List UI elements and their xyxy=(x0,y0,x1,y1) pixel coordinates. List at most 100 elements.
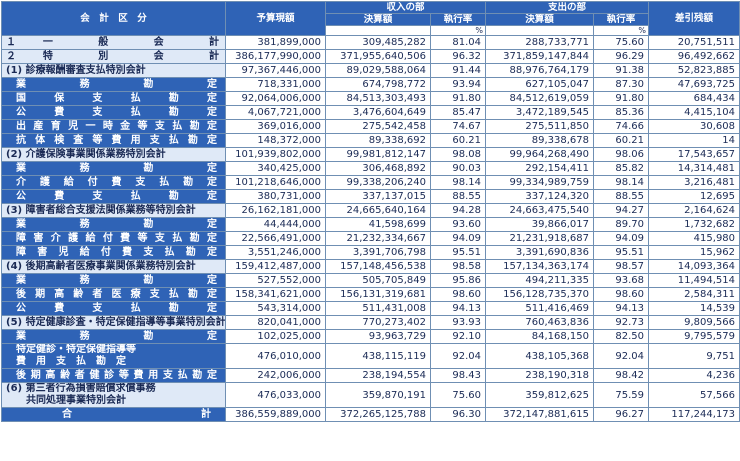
cell-out-rate: 98.42 xyxy=(593,368,650,383)
cell-in-amt: 3,391,706,798 xyxy=(325,245,431,260)
cell-budget: 102,025,000 xyxy=(225,329,326,344)
cell-in-rate: 81.04 xyxy=(429,35,487,50)
cell-balance: 12,695 xyxy=(648,189,740,204)
cell-balance: 14,093,364 xyxy=(648,259,740,274)
cell-balance: 17,543,657 xyxy=(648,147,740,162)
cell-out-amt: 156,128,735,370 xyxy=(485,287,595,302)
row-label: (4) 後期高齢者医療事業関係業務特別会計 xyxy=(1,259,226,274)
cell-in-rate: 98.60 xyxy=(429,287,487,302)
cell-out-rate: 88.55 xyxy=(593,189,650,204)
table-row: 公 費 支 払 勘 定 380,731,000 337,137,015 88.55 33… xyxy=(1,189,740,204)
cell-out-amt: 275,511,850 xyxy=(485,119,595,134)
cell-in-amt: 157,148,456,538 xyxy=(325,259,431,274)
table-row: 後期高齢者医療支払勘定 158,341,621,000 156,131,319,68… xyxy=(1,287,740,302)
table-row: 国 保 支 払 勘 定 92,064,006,000 84,513,303,493 9… xyxy=(1,91,740,106)
cell-out-rate: 75.60 xyxy=(593,35,650,50)
cell-in-amt: 770,273,402 xyxy=(325,315,431,330)
cell-balance: 30,608 xyxy=(648,119,740,134)
cell-in-rate: 94.13 xyxy=(429,301,487,316)
cell-out-rate: 85.82 xyxy=(593,161,650,176)
header-expense-group: 支出の部 xyxy=(485,1,650,14)
cell-in-rate: 92.10 xyxy=(429,329,487,344)
cell-balance: 11,494,514 xyxy=(648,273,740,288)
cell-balance: 2,584,311 xyxy=(648,287,740,302)
cell-budget: 369,016,000 xyxy=(225,119,326,134)
table-body: １ 一 般 会 計 381,899,000 309,485,282 81.04 288,… xyxy=(1,35,740,422)
table-row: 公 費 支 払 勘 定 543,314,000 511,431,008 94.13 51… xyxy=(1,301,740,316)
cell-in-amt: 674,798,772 xyxy=(325,77,431,92)
cell-in-amt: 309,485,282 xyxy=(325,35,431,50)
cell-in-amt: 99,338,206,240 xyxy=(325,175,431,190)
cell-out-rate: 74.66 xyxy=(593,119,650,134)
cell-in-rate: 96.32 xyxy=(429,49,487,64)
cell-in-rate: 94.09 xyxy=(429,231,487,246)
cell-out-rate: 98.60 xyxy=(593,287,650,302)
settlement-table: 会 計 区 分 予算現額 収入の部 支出の部 差引残額 決算額 執行率 決算額 … xyxy=(1,1,740,422)
cell-budget: 159,412,487,000 xyxy=(225,259,326,274)
table-row: 合 計 386,559,889,000 372,265,125,788 96.30 37… xyxy=(1,407,740,422)
cell-in-rate: 85.47 xyxy=(429,105,487,120)
cell-in-amt: 238,194,554 xyxy=(325,368,431,383)
cell-balance: 1,732,682 xyxy=(648,217,740,232)
cell-in-amt: 156,131,319,681 xyxy=(325,287,431,302)
cell-out-rate: 87.30 xyxy=(593,77,650,92)
cell-out-rate: 94.13 xyxy=(593,301,650,316)
cell-budget: 148,372,000 xyxy=(225,133,326,148)
income-pct-mark: % xyxy=(429,25,487,36)
cell-budget: 543,314,000 xyxy=(225,301,326,316)
cell-in-amt: 89,029,588,064 xyxy=(325,63,431,78)
row-label: 業 務 勘 定 xyxy=(1,329,226,344)
header-category: 会 計 区 分 xyxy=(1,1,226,36)
cell-out-amt: 3,391,690,836 xyxy=(485,245,595,260)
cell-out-amt: 288,733,771 xyxy=(485,35,595,50)
cell-budget: 476,033,000 xyxy=(225,382,326,408)
cell-out-rate: 98.06 xyxy=(593,147,650,162)
table-row: 抗体検査等費用支払勘定 148,372,000 89,338,692 60.21 89,… xyxy=(1,133,740,148)
cell-in-rate: 93.60 xyxy=(429,217,487,232)
table-row: 業 務 勘 定 102,025,000 93,963,729 92.10 84,168,… xyxy=(1,329,740,344)
cell-in-rate: 95.86 xyxy=(429,273,487,288)
cell-balance: 4,415,104 xyxy=(648,105,740,120)
table-row: 障害児給付費支払勘定 3,551,246,000 3,391,706,798 95.5… xyxy=(1,245,740,260)
cell-out-rate: 98.14 xyxy=(593,175,650,190)
cell-out-amt: 292,154,411 xyxy=(485,161,595,176)
cell-in-rate: 93.94 xyxy=(429,77,487,92)
table-row: 後期高齢者健診等費用支払勘定 242,006,000 238,194,554 98.4… xyxy=(1,368,740,383)
table-row: ２ 特 別 会 計 386,177,990,000 371,955,640,506 9… xyxy=(1,49,740,64)
table-row: 出産育児一時金等支払勘定 369,016,000 275,542,458 74.67 2… xyxy=(1,119,740,134)
cell-budget: 340,425,000 xyxy=(225,161,326,176)
cell-budget: 242,006,000 xyxy=(225,368,326,383)
cell-out-amt: 627,105,047 xyxy=(485,77,595,92)
cell-balance: 15,962 xyxy=(648,245,740,260)
row-label: 後期高齢者医療支払勘定 xyxy=(1,287,226,302)
cell-balance: 684,434 xyxy=(648,91,740,106)
cell-in-rate: 90.03 xyxy=(429,161,487,176)
cell-budget: 527,552,000 xyxy=(225,273,326,288)
cell-out-amt: 99,964,268,490 xyxy=(485,147,595,162)
pct-spacer xyxy=(325,25,431,36)
row-label: 後期高齢者健診等費用支払勘定 xyxy=(1,368,226,383)
cell-in-amt: 438,115,119 xyxy=(325,343,431,369)
table-row: (4) 後期高齢者医療事業関係業務特別会計 159,412,487,000 157,… xyxy=(1,259,740,274)
cell-balance: 14,314,481 xyxy=(648,161,740,176)
cell-budget: 158,341,621,000 xyxy=(225,287,326,302)
cell-in-amt: 337,137,015 xyxy=(325,189,431,204)
cell-in-rate: 92.04 xyxy=(429,343,487,369)
cell-out-rate: 98.57 xyxy=(593,259,650,274)
cell-out-amt: 84,168,150 xyxy=(485,329,595,344)
row-label: 介 護 給 付 費 支 払 勘 定 xyxy=(1,175,226,190)
row-label: 公 費 支 払 勘 定 xyxy=(1,189,226,204)
table-row: 介 護 給 付 費 支 払 勘 定 101,218,646,000 99,338,2… xyxy=(1,175,740,190)
cell-out-rate: 91.38 xyxy=(593,63,650,78)
cell-balance: 14 xyxy=(648,133,740,148)
cell-balance: 20,751,511 xyxy=(648,35,740,50)
cell-budget: 101,939,802,000 xyxy=(225,147,326,162)
cell-in-amt: 372,265,125,788 xyxy=(325,407,431,422)
cell-out-amt: 760,463,836 xyxy=(485,315,595,330)
cell-in-amt: 3,476,604,649 xyxy=(325,105,431,120)
cell-budget: 44,444,000 xyxy=(225,217,326,232)
cell-balance: 9,795,579 xyxy=(648,329,740,344)
cell-in-rate: 74.67 xyxy=(429,119,487,134)
row-label: 障害児給付費支払勘定 xyxy=(1,245,226,260)
cell-budget: 718,331,000 xyxy=(225,77,326,92)
